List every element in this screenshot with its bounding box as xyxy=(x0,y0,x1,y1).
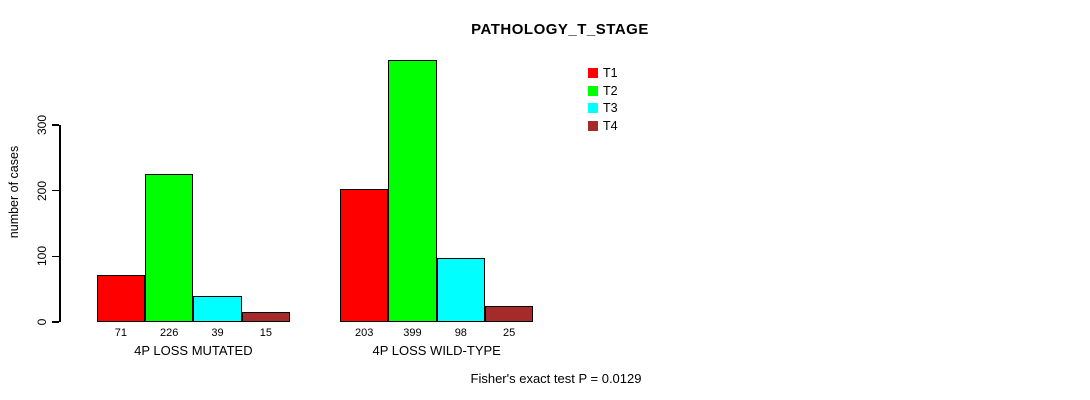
y-tick-mark-300 xyxy=(52,124,59,126)
category-label-group1: 4P LOSS MUTATED xyxy=(134,343,253,358)
bar-value-label-t2-group2: 399 xyxy=(403,327,422,339)
bar-t4-group1 xyxy=(241,312,291,322)
legend-entry-t4: T4 xyxy=(588,119,618,134)
y-axis-line xyxy=(59,125,61,322)
y-tick-label-0: 0 xyxy=(35,318,49,326)
bar-value-label-t4-group1: 15 xyxy=(259,327,272,339)
legend-swatch-t1 xyxy=(588,68,598,78)
y-tick-label-100: 100 xyxy=(35,246,49,267)
chart-title: PATHOLOGY_T_STAGE xyxy=(471,21,649,38)
y-tick-mark-100 xyxy=(52,255,59,258)
bar-t3-group1 xyxy=(193,296,242,322)
bar-value-label-t4-group2: 25 xyxy=(503,327,516,339)
legend-entry-t3: T3 xyxy=(588,101,618,116)
category-label-group2: 4P LOSS WILD-TYPE xyxy=(372,343,501,358)
legend-swatch-t2 xyxy=(588,85,598,96)
legend-swatch-t3 xyxy=(588,103,598,114)
bar-value-label-t3-group2: 98 xyxy=(454,327,467,339)
y-tick-label-300: 300 xyxy=(35,114,49,135)
legend-entry-t1: T1 xyxy=(588,66,618,80)
bar-value-label-t3-group1: 39 xyxy=(211,327,224,339)
bar-value-label-t1-group2: 203 xyxy=(354,327,374,339)
y-tick-mark-0 xyxy=(52,321,59,323)
legend-label-t1: T1 xyxy=(603,66,618,80)
bar-t2-group1 xyxy=(145,173,194,322)
bar-t4-group2 xyxy=(484,305,534,322)
y-tick-mark-200 xyxy=(52,189,59,192)
y-tick-label-200: 200 xyxy=(35,180,49,201)
bar-value-label-t1-group1: 71 xyxy=(114,327,127,339)
bar-t2-group2 xyxy=(388,59,437,322)
bar-t3-group2 xyxy=(436,257,485,322)
y-axis-label: number of cases xyxy=(7,145,21,239)
bar-t1-group1 xyxy=(96,275,146,322)
legend-label-t2: T2 xyxy=(603,83,618,98)
bar-value-label-t2-group1: 226 xyxy=(160,327,179,339)
legend-swatch-t4 xyxy=(588,121,598,132)
legend-label-t3: T3 xyxy=(603,101,618,116)
legend-entry-t2: T2 xyxy=(588,83,618,98)
legend-label-t4: T4 xyxy=(603,119,618,134)
fisher-test-annotation: Fisher's exact test P = 0.0129 xyxy=(470,371,642,386)
bar-t1-group2 xyxy=(340,188,389,322)
